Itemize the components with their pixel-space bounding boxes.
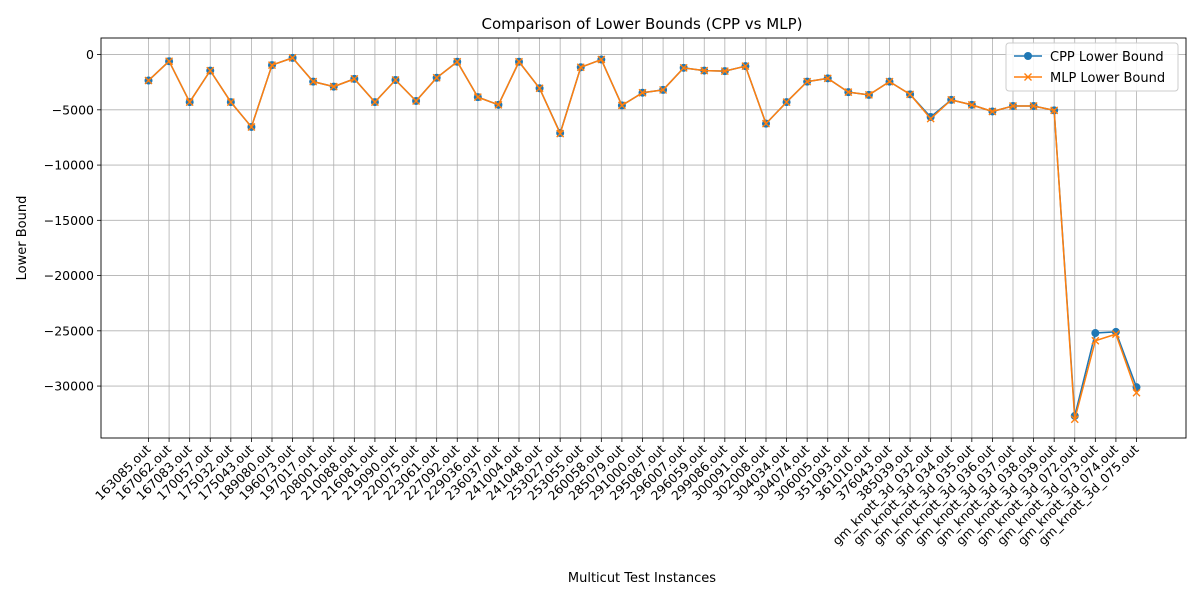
data-point [1091, 336, 1100, 345]
data-point [679, 63, 688, 72]
data-point [803, 77, 812, 86]
data-point [1111, 327, 1120, 336]
data-point [638, 88, 647, 97]
data-point [720, 67, 729, 76]
data-point [617, 101, 626, 110]
data-point [1009, 101, 1017, 110]
data-point [700, 66, 709, 75]
legend-cpp-label: CPP Lower Bound [1050, 50, 1164, 65]
y-axis-label: Lower Bound [15, 196, 30, 281]
data-point [659, 85, 668, 94]
legend-cpp-marker [1024, 52, 1032, 60]
data-point [329, 82, 338, 91]
series-layer [144, 53, 1141, 424]
data-point [515, 57, 523, 66]
data-point [494, 100, 503, 109]
data-point [926, 114, 935, 123]
legend-mlp-label: MLP Lower Bound [1050, 71, 1165, 86]
data-point [947, 95, 956, 104]
y-tick-label: −25000 [44, 323, 94, 338]
legend: CPP Lower Bound MLP Lower Bound [1005, 42, 1179, 92]
data-point [844, 88, 853, 97]
data-point [350, 74, 359, 83]
data-point [309, 77, 318, 86]
y-tick-label: −10000 [44, 158, 94, 173]
grid-layer [101, 38, 1186, 438]
data-point [864, 90, 873, 99]
data-point [1132, 388, 1141, 397]
data-point [432, 73, 441, 82]
data-point [391, 75, 400, 84]
data-point [165, 57, 174, 66]
data-point [1070, 415, 1079, 424]
data-point [1111, 330, 1120, 339]
series-mlp [144, 53, 1141, 424]
data-point [247, 122, 256, 131]
data-point [1050, 106, 1059, 115]
x-axis-label: Multicut Test Instances [568, 571, 716, 586]
data-point [473, 93, 482, 102]
data-point [288, 53, 297, 62]
y-tick-label: −5000 [52, 102, 94, 117]
y-tick-label: −20000 [44, 268, 94, 283]
y-tick-label: 0 [86, 47, 94, 62]
data-point [988, 107, 997, 116]
plot-frame [100, 37, 1187, 439]
x-axis: 163085.out167062.out167083.out170057.out… [92, 438, 1142, 548]
data-point [144, 76, 153, 85]
data-point [556, 129, 565, 138]
data-point [185, 98, 194, 107]
y-tick-label: −15000 [44, 213, 94, 228]
data-point [762, 119, 770, 128]
y-axis: 0 −5000 −10000 −15000 −20000 −25000 −30000 [44, 47, 101, 394]
data-point [906, 90, 915, 99]
data-point [597, 55, 606, 64]
data-point [782, 98, 791, 107]
data-point [967, 100, 976, 109]
data-point [370, 98, 379, 107]
data-point [412, 96, 421, 105]
legend-mlp-marker [1024, 73, 1032, 81]
data-point [885, 77, 894, 86]
data-point [453, 57, 462, 66]
data-point [926, 113, 935, 122]
data-point [1091, 329, 1100, 338]
data-point [226, 98, 235, 107]
chart-title: Comparison of Lower Bounds (CPP vs MLP) [482, 15, 803, 33]
y-tick-label: −30000 [44, 379, 94, 394]
data-point [206, 66, 215, 75]
data-point [576, 63, 585, 72]
data-point [823, 74, 832, 83]
data-point [741, 62, 750, 71]
data-point [268, 61, 276, 70]
data-point [535, 84, 544, 93]
data-point [1029, 101, 1038, 110]
legend-box [1005, 42, 1179, 92]
